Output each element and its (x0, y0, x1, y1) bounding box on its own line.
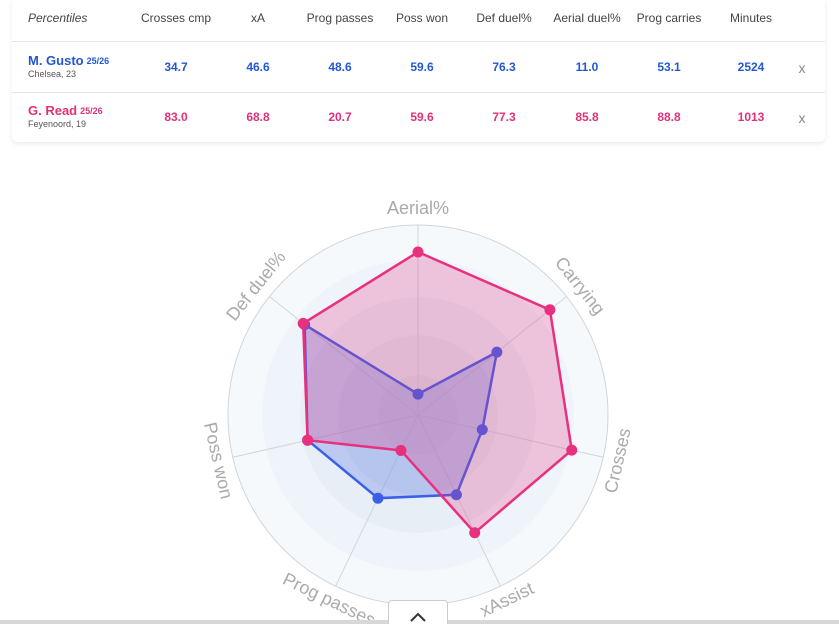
stat-value: 53.1 (657, 60, 681, 74)
header-cell: Aerial duel% (553, 11, 621, 25)
radar-point (297, 317, 309, 329)
header-cell: Prog carries (636, 11, 702, 25)
remove-button[interactable]: x (798, 60, 806, 76)
stat-value: 48.6 (328, 60, 352, 74)
team-age: Chelsea, 23 (28, 69, 77, 79)
radar-point (450, 489, 462, 501)
spoke (269, 296, 419, 416)
header-cell: Crosses cmp (141, 11, 212, 25)
row-divider (12, 41, 825, 42)
radar-point (395, 444, 407, 456)
stat-value: 68.8 (246, 110, 270, 124)
header-cell: Prog passes (306, 11, 374, 25)
stat-value: 85.8 (575, 110, 599, 124)
remove-button[interactable]: x (798, 110, 806, 126)
header-cell: Def duel% (476, 11, 532, 25)
stat-value: 2524 (737, 60, 765, 74)
radar-point (302, 434, 314, 446)
team-age: Feyenoord, 19 (28, 119, 87, 129)
comparison-table (12, 0, 825, 142)
season: 25/26 (86, 56, 110, 66)
stat-value: 46.6 (246, 60, 270, 74)
stat-value: 59.6 (410, 60, 434, 74)
season: 25/26 (80, 106, 103, 116)
stat-value: 34.7 (164, 60, 188, 74)
radar-point (476, 424, 488, 436)
row-divider (12, 92, 825, 93)
radar-point (566, 444, 578, 456)
stat-value: 83.0 (164, 110, 188, 124)
header-cell: Minutes (729, 11, 773, 25)
player-name-text: G. Read (28, 103, 78, 118)
radar-point (491, 346, 503, 358)
radar-area (301, 250, 574, 535)
radar-point (412, 246, 424, 258)
axis-label: Aerial% (387, 198, 449, 218)
header-cell: xA (250, 11, 265, 25)
radar-point (412, 388, 424, 400)
radar-point (544, 304, 556, 316)
stat-value: 76.3 (492, 60, 516, 74)
player-name-text: M. Gusto (28, 53, 84, 68)
stat-value: 1013 (737, 110, 765, 124)
header-cell: Percentiles (28, 11, 88, 25)
stat-value: 11.0 (575, 60, 599, 74)
spoke (417, 414, 501, 587)
chevron-icon (410, 612, 426, 622)
player-name: G. Read 25/26 (28, 104, 103, 118)
stat-value: 77.3 (492, 110, 516, 124)
stat-value: 59.6 (410, 110, 434, 124)
radar-point (469, 527, 481, 539)
stat-value: 20.7 (328, 110, 352, 124)
header-cell: Poss won (395, 11, 449, 25)
collapse-button[interactable] (388, 600, 448, 624)
stat-value: 88.8 (657, 110, 681, 124)
player-name: M. Gusto 25/26 (28, 54, 109, 68)
spoke (232, 414, 419, 458)
radar-point (372, 492, 384, 504)
